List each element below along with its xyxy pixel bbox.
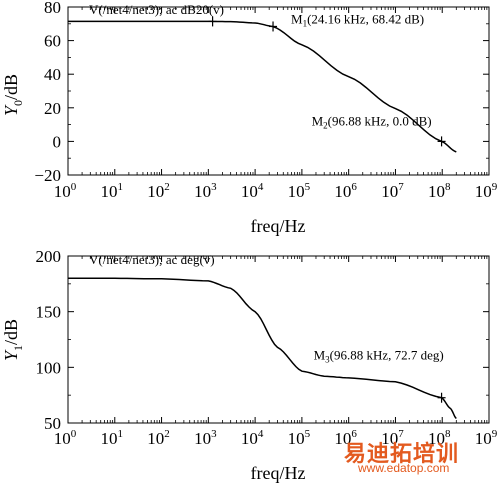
chart-title: V(/net4/net3); ac deg(v) — [89, 252, 215, 267]
x-tick-label: 100 — [54, 181, 77, 201]
x-tick-label: 105 — [288, 428, 311, 448]
x-tick-label: 103 — [194, 428, 217, 448]
x-tick-label: 100 — [54, 428, 77, 448]
tick-marks — [67, 6, 490, 176]
markers: M3(96.88 kHz, 72.7 deg) — [314, 348, 446, 403]
x-tick-label: 108 — [428, 181, 451, 201]
x-tick-label: 107 — [381, 428, 404, 448]
y-tick-label: 100 — [36, 358, 62, 377]
x-tick-labels: 100 101 102 103 104 105 106 107 108 109 — [54, 181, 498, 201]
x-tick-label: 109 — [475, 428, 498, 448]
tick-marks — [67, 255, 490, 424]
marker-label: M1(24.16 kHz, 68.42 dB) — [291, 11, 424, 28]
x-tick-label: 104 — [241, 181, 264, 201]
watermark-url: www.edatop.com — [358, 461, 450, 475]
x-tick-label: 105 — [288, 181, 311, 201]
series-line — [68, 277, 457, 419]
x-axis-label: freq/Hz — [251, 463, 306, 483]
watermark-text: 易迪拓培训 — [344, 441, 460, 466]
phase-chart: V(/net4/net3); ac deg(v) 100 101 102 103 104… — [1, 247, 498, 483]
chart-title: V(/net4/net3); ac dB20(v) — [89, 2, 224, 17]
x-tick-label: 106 — [334, 428, 357, 448]
plot-frame — [67, 6, 490, 176]
markers: M0(1.234 kHz, 71.42 dB)M1(24.16 kHz, 68.… — [208, 11, 446, 147]
x-tick-label: 101 — [101, 181, 123, 201]
marker-label: M2(96.88 kHz, 0.0 dB) — [312, 113, 432, 130]
y-tick-label: 40 — [44, 65, 61, 84]
y-tick-label: 150 — [36, 303, 62, 322]
y-tick-label: −20 — [34, 166, 61, 185]
y-tick-label: 50 — [44, 414, 61, 433]
x-tick-label: 104 — [241, 428, 264, 448]
y-tick-label: 200 — [36, 247, 62, 266]
y-tick-label: 20 — [44, 99, 61, 118]
x-tick-label: 106 — [334, 181, 357, 201]
y-tick-label: 0 — [53, 132, 62, 151]
magnitude-chart: V(/net4/net3); ac dB20(v) 100 101 102 103 10… — [1, 0, 498, 236]
x-tick-label: 108 — [428, 428, 451, 448]
y-axis-label: Y1/dB — [1, 319, 25, 361]
x-tick-labels: 100 101 102 103 104 105 106 107 108 109 — [54, 428, 498, 448]
y-tick-labels: −20 0 20 40 60 80 — [34, 0, 61, 185]
plot-frame — [67, 255, 490, 424]
marker-label: M3(96.88 kHz, 72.7 deg) — [314, 348, 444, 365]
x-tick-label: 101 — [101, 428, 123, 448]
x-tick-label: 109 — [475, 181, 498, 201]
x-tick-label: 102 — [147, 181, 170, 201]
y-tick-labels: 50 100 150 200 — [36, 247, 62, 433]
x-tick-label: 102 — [147, 428, 170, 448]
x-tick-label: 103 — [194, 181, 217, 201]
x-tick-label: 107 — [381, 181, 404, 201]
x-axis-label: freq/Hz — [251, 216, 306, 236]
y-tick-label: 80 — [44, 0, 61, 17]
y-tick-label: 60 — [44, 32, 61, 51]
y-axis-label: Y0/dB — [1, 74, 25, 116]
series-line — [68, 20, 457, 153]
